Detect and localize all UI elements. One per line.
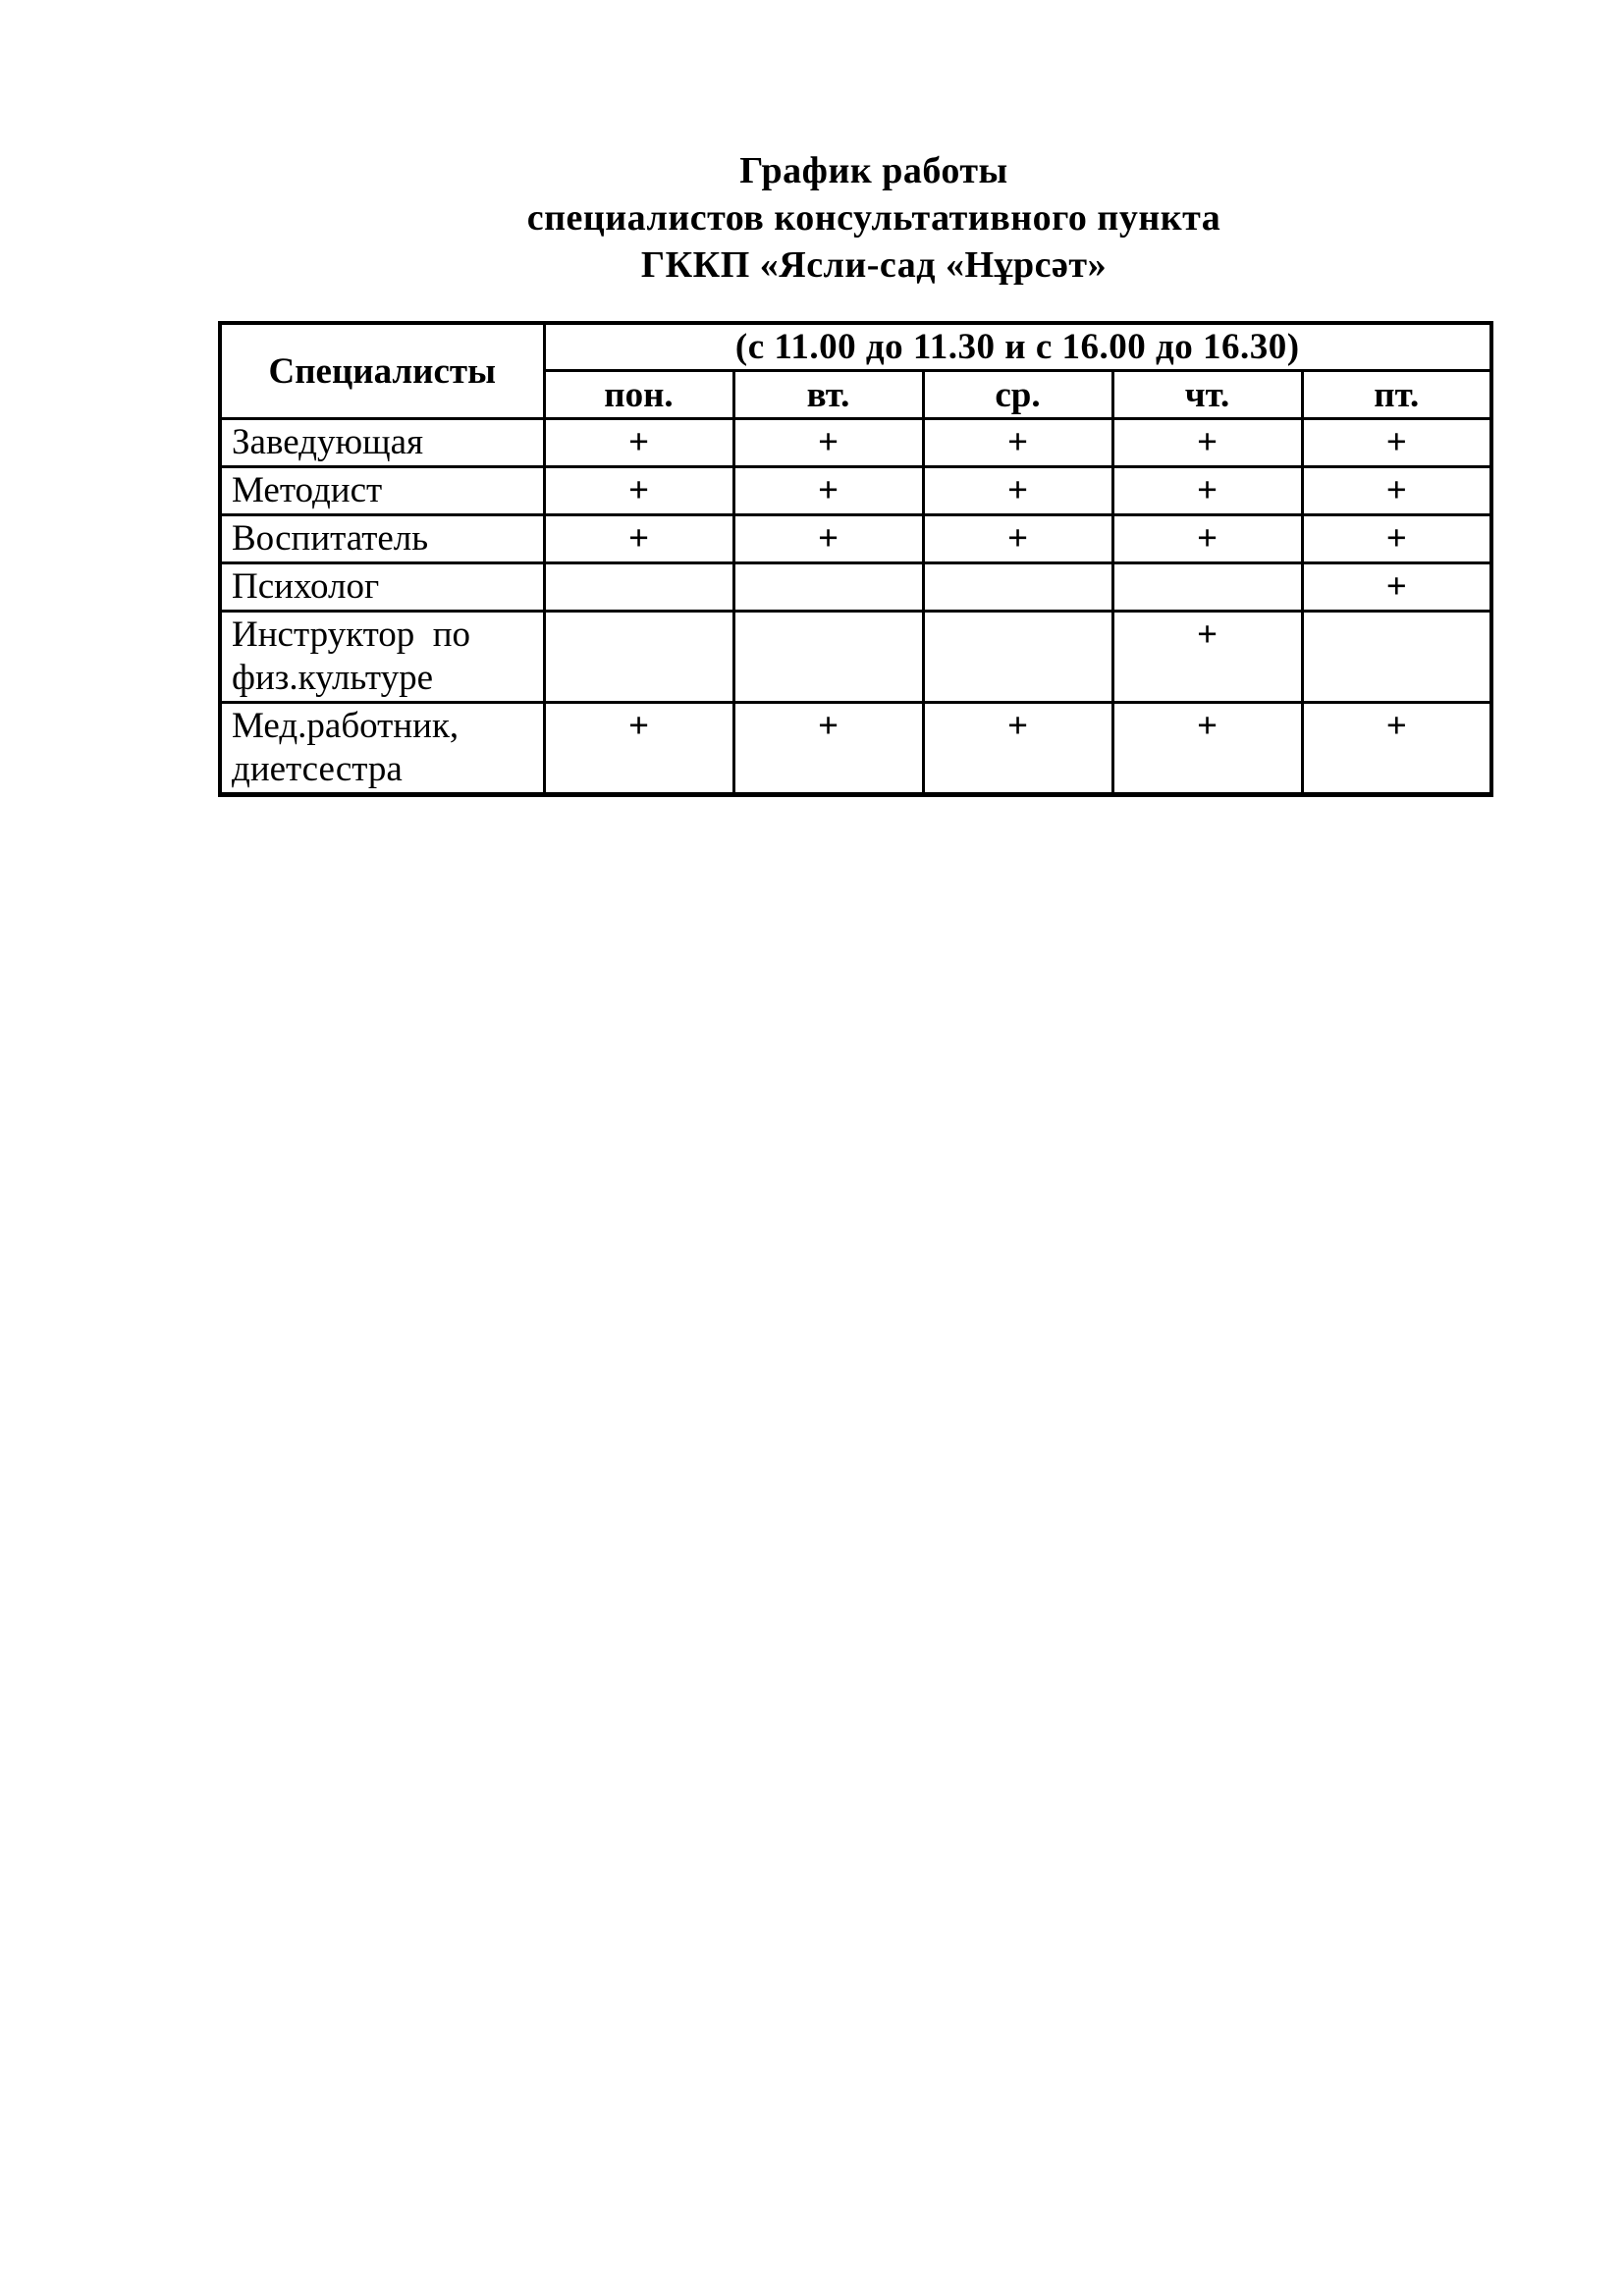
schedule-mark-mon: + — [542, 513, 735, 564]
schedule-mark-thu — [1110, 561, 1304, 613]
table-row-zaveduyushchaya: Заведующая + + + + + — [218, 417, 1493, 468]
schedule-mark-fri: + — [1300, 701, 1493, 796]
table-row-metodist: Методист + + + + + — [218, 465, 1493, 516]
title-line-3: ГККП «Ясли-сад «Нұрсәт» — [640, 244, 1108, 286]
schedule-mark-mon: + — [542, 701, 735, 796]
schedule-mark-fri — [1300, 610, 1493, 704]
header-row-days: пон. вт. ср. чт. пт. — [220, 369, 1493, 420]
schedule-mark-fri: + — [1300, 513, 1493, 564]
schedule-mark-wed — [921, 561, 1114, 613]
schedule-mark-wed: + — [921, 701, 1114, 796]
specialist-label: Заведующая — [218, 417, 546, 468]
title-line-1: График работы — [739, 150, 1008, 191]
schedule-mark-fri: + — [1300, 417, 1493, 468]
header-time-range: (с 11.00 до 11.30 и с 16.00 до 16.30) — [542, 321, 1493, 372]
schedule-mark-wed: + — [921, 417, 1114, 468]
document-title: График работы специалистов консультативн… — [232, 147, 1516, 289]
header-row-time: Специалисты (с 11.00 до 11.30 и с 16.00 … — [218, 321, 1493, 420]
header-day-fri: пт. — [1300, 369, 1493, 420]
work-schedule-table: Специалисты (с 11.00 до 11.30 и с 16.00 … — [218, 321, 1493, 797]
specialist-label: Психолог — [218, 561, 546, 613]
schedule-mark-fri: + — [1300, 561, 1493, 613]
table-row-medrabotnik: Мед.работник, диетсестра + + + + + — [218, 701, 1493, 796]
title-line-2: специалистов консультативного пункта — [526, 197, 1221, 239]
schedule-mark-mon — [542, 561, 735, 613]
schedule-mark-thu: + — [1110, 513, 1304, 564]
schedule-mark-thu: + — [1110, 610, 1304, 704]
header-specialists: Специалисты — [218, 321, 546, 420]
schedule-mark-tue: + — [731, 513, 925, 564]
schedule-mark-tue — [731, 610, 925, 704]
schedule-mark-wed: + — [921, 513, 1114, 564]
schedule-mark-fri: + — [1300, 465, 1493, 516]
schedule-mark-thu: + — [1110, 701, 1304, 796]
specialist-label: Мед.работник, диетсестра — [218, 701, 546, 796]
schedule-mark-thu: + — [1110, 417, 1304, 468]
specialist-label: Методист — [218, 465, 546, 516]
table-row-psiholog: Психолог + — [218, 561, 1493, 613]
header-day-mon: пон. — [542, 369, 735, 420]
schedule-mark-tue: + — [731, 417, 925, 468]
header-day-tue: вт. — [731, 369, 925, 420]
header-day-wed: ср. — [921, 369, 1114, 420]
specialist-label: Инструктор по физ.культуре — [218, 610, 546, 704]
schedule-mark-thu: + — [1110, 465, 1304, 516]
table-row-vospitatel: Воспитатель + + + + + — [218, 513, 1493, 564]
schedule-mark-mon — [542, 610, 735, 704]
schedule-mark-wed: + — [921, 465, 1114, 516]
header-day-thu: чт. — [1110, 369, 1304, 420]
schedule-mark-mon: + — [542, 417, 735, 468]
schedule-mark-tue: + — [731, 701, 925, 796]
specialist-label: Воспитатель — [218, 513, 546, 564]
schedule-mark-tue — [731, 561, 925, 613]
schedule-mark-wed — [921, 610, 1114, 704]
table-row-instruktor-fizkultury: Инструктор по физ.культуре + — [218, 610, 1493, 704]
schedule-mark-mon: + — [542, 465, 735, 516]
schedule-mark-tue: + — [731, 465, 925, 516]
